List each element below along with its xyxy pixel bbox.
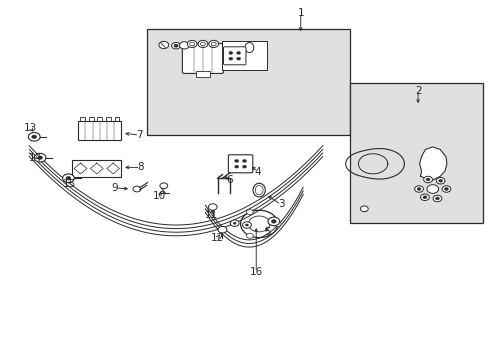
Circle shape	[425, 178, 429, 181]
Circle shape	[242, 222, 251, 228]
Circle shape	[198, 40, 207, 48]
Circle shape	[230, 220, 239, 226]
Bar	[222, 41, 266, 70]
Bar	[72, 160, 121, 177]
Circle shape	[200, 42, 205, 46]
Circle shape	[171, 42, 180, 49]
Circle shape	[189, 42, 194, 46]
Circle shape	[160, 183, 167, 189]
Circle shape	[62, 174, 74, 183]
Circle shape	[435, 197, 439, 200]
Circle shape	[432, 195, 441, 202]
Circle shape	[187, 40, 197, 48]
Bar	[146, 29, 349, 135]
Text: 6: 6	[226, 175, 233, 185]
Circle shape	[246, 233, 253, 238]
Circle shape	[242, 159, 246, 162]
Ellipse shape	[244, 42, 253, 53]
Circle shape	[426, 185, 438, 193]
Circle shape	[435, 177, 444, 184]
Text: 12: 12	[210, 233, 224, 243]
Circle shape	[211, 42, 216, 46]
Ellipse shape	[255, 185, 263, 195]
Circle shape	[438, 179, 442, 182]
Circle shape	[248, 216, 269, 232]
Text: 8: 8	[137, 162, 143, 172]
Circle shape	[228, 51, 232, 54]
Circle shape	[228, 57, 232, 60]
Circle shape	[234, 159, 238, 162]
Circle shape	[236, 57, 240, 60]
Text: 2: 2	[414, 86, 421, 96]
FancyBboxPatch shape	[228, 155, 252, 173]
Text: 9: 9	[111, 183, 118, 193]
Circle shape	[133, 186, 141, 192]
Circle shape	[38, 156, 42, 159]
Circle shape	[271, 220, 276, 223]
Bar	[78, 121, 121, 140]
Text: 7: 7	[136, 130, 142, 140]
Circle shape	[234, 165, 238, 168]
Circle shape	[208, 40, 218, 48]
Circle shape	[159, 41, 168, 49]
Circle shape	[360, 206, 367, 212]
Circle shape	[28, 132, 40, 141]
Circle shape	[34, 153, 46, 162]
Circle shape	[420, 194, 428, 201]
Circle shape	[208, 204, 217, 210]
Circle shape	[245, 224, 248, 226]
Circle shape	[236, 51, 240, 54]
Circle shape	[233, 222, 236, 224]
Circle shape	[444, 188, 447, 190]
Circle shape	[174, 44, 178, 47]
Text: 15: 15	[63, 179, 77, 189]
Circle shape	[32, 135, 37, 139]
Text: 3: 3	[277, 199, 284, 210]
Text: 14: 14	[28, 153, 42, 163]
Text: 1: 1	[297, 8, 304, 18]
Circle shape	[267, 217, 279, 226]
Polygon shape	[419, 147, 446, 180]
Circle shape	[422, 196, 426, 199]
FancyBboxPatch shape	[182, 44, 223, 73]
Ellipse shape	[253, 183, 265, 197]
Circle shape	[218, 226, 226, 233]
Bar	[195, 71, 210, 77]
Circle shape	[441, 186, 450, 192]
FancyBboxPatch shape	[223, 47, 245, 65]
Text: 11: 11	[204, 210, 218, 220]
Circle shape	[274, 221, 281, 226]
Text: 10: 10	[153, 191, 165, 201]
Text: 4: 4	[254, 167, 261, 177]
Circle shape	[414, 186, 423, 192]
Circle shape	[246, 210, 253, 215]
Circle shape	[423, 176, 431, 183]
Circle shape	[416, 188, 420, 190]
Text: 16: 16	[249, 267, 263, 277]
Circle shape	[66, 176, 71, 180]
Circle shape	[240, 210, 277, 238]
Circle shape	[179, 42, 189, 49]
Bar	[349, 83, 482, 223]
Circle shape	[242, 165, 246, 168]
Text: 13: 13	[23, 123, 37, 133]
Text: 5: 5	[264, 227, 271, 237]
